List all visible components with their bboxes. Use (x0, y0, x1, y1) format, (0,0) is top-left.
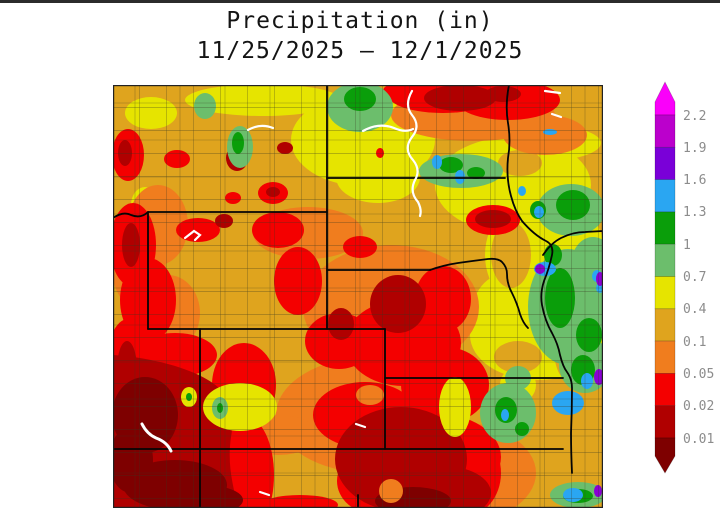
state-borders (113, 85, 603, 508)
legend-tick-label: 0.02 (683, 399, 714, 414)
legend-tick-label: 1.3 (683, 205, 706, 220)
legend-tick-label: 1.6 (683, 173, 706, 188)
county-grid (113, 85, 603, 508)
legend-tick-label: 0.1 (683, 335, 706, 350)
precipitation-map (113, 85, 603, 508)
legend-tick-label: 2.2 (683, 109, 706, 124)
legend-tick-labels: 2.2 1.9 1.6 1.3 1 0.7 0.4 0.1 0.05 0.02 … (683, 109, 714, 447)
map-border (113, 85, 603, 508)
legend-arrow-low (654, 437, 676, 474)
window-top-strip (0, 0, 720, 3)
map-date-range: 11/25/2025 – 12/1/2025 (196, 38, 524, 64)
legend-tick-label: 1.9 (683, 141, 706, 156)
legend-tick-label: 1 (683, 238, 691, 253)
title-block: Precipitation (in) 11/25/2025 – 12/1/202… (0, 6, 720, 66)
rivers-and-lakes (140, 89, 563, 497)
legend-colorbar (654, 81, 676, 474)
legend-arrow-high (654, 81, 676, 116)
map-title: Precipitation (in) (226, 8, 494, 34)
legend-tick-label: 0.01 (683, 432, 714, 447)
legend-tick-label: 0.4 (683, 302, 707, 317)
color-scale-legend: 2.2 1.9 1.6 1.3 1 0.7 0.4 0.1 0.05 0.02 … (654, 81, 714, 474)
legend-tick-label: 0.7 (683, 270, 706, 285)
legend-tick-label: 0.05 (683, 367, 714, 382)
